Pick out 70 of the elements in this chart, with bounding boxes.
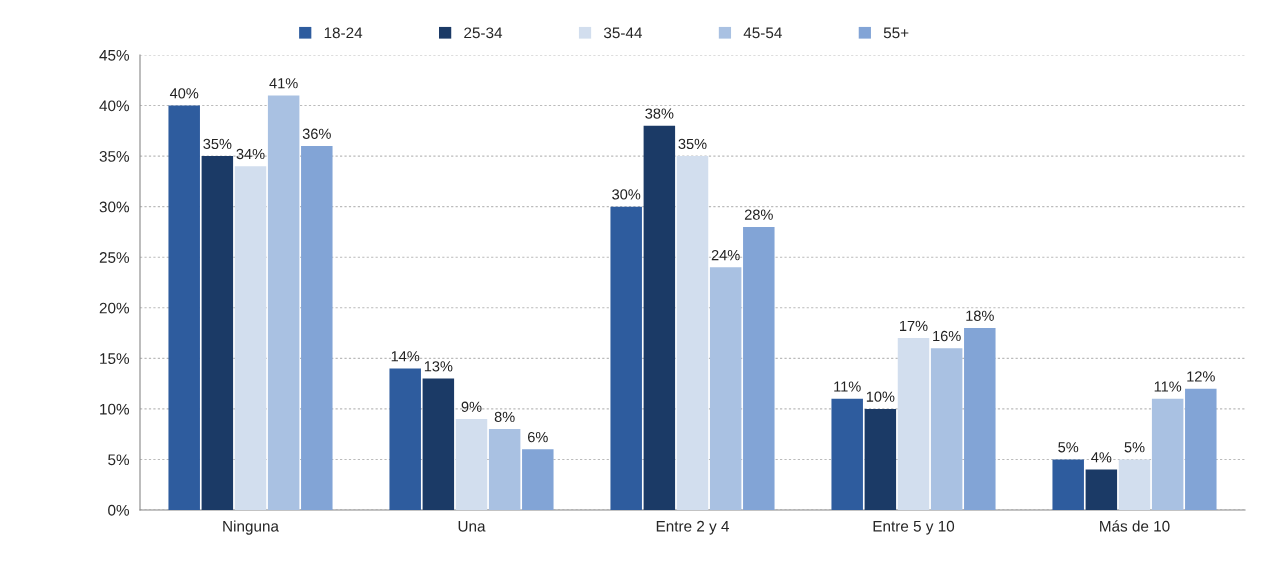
y-tick-label: 45%	[99, 49, 130, 61]
bar	[201, 156, 234, 510]
bar	[168, 105, 200, 510]
bar	[267, 95, 300, 510]
y-tick-label: 30%	[99, 201, 130, 213]
data-label: 8%	[494, 411, 515, 423]
data-label: 35%	[203, 138, 232, 150]
bar	[864, 408, 897, 510]
data-label: 16%	[933, 330, 961, 342]
bar	[234, 166, 267, 510]
y-tick-label: 20%	[99, 302, 130, 314]
data-label: 40%	[169, 88, 199, 99]
bar	[930, 348, 963, 510]
bar	[389, 368, 421, 510]
y-tick-label: 40%	[99, 100, 130, 112]
data-label: 6%	[528, 431, 548, 443]
bar	[488, 429, 521, 510]
bar	[522, 449, 554, 510]
data-label: 36%	[302, 128, 331, 139]
y-tick-label: 10%	[100, 403, 130, 415]
data-label: 5%	[1058, 442, 1079, 453]
y-tick-label: 25%	[99, 252, 130, 263]
data-label: 18%	[966, 310, 994, 321]
data-label: 14%	[391, 351, 420, 362]
y-tick-label: 0%	[108, 504, 130, 516]
bar	[610, 206, 642, 510]
legend-label: 45-54	[743, 27, 782, 39]
y-tick-label: 35%	[99, 150, 130, 162]
bar	[964, 328, 996, 510]
x-tick-label: Ninguna	[223, 520, 279, 535]
y-tick-label: 15%	[100, 353, 130, 365]
bar	[455, 419, 488, 510]
data-label: 11%	[834, 381, 861, 392]
y-tick-label: 5%	[108, 454, 130, 466]
x-tick-label: Entre 2 y 4	[656, 520, 729, 535]
legend-label: 18-24	[324, 27, 363, 39]
data-label: 35%	[678, 138, 707, 150]
x-tick-label: Entre 5 y 10	[873, 520, 955, 535]
data-label: 34%	[236, 148, 265, 160]
data-label: 30%	[612, 189, 641, 200]
data-label: 38%	[645, 108, 674, 119]
data-label: 28%	[744, 209, 773, 220]
x-tick-label: Más de 10	[1100, 520, 1170, 532]
data-label: 9%	[461, 401, 482, 412]
legend-label: 55+	[883, 27, 909, 39]
data-label: 11%	[1154, 381, 1182, 392]
data-label: 5%	[1124, 442, 1145, 453]
legend-label: 25-34	[464, 27, 503, 39]
bar	[831, 398, 863, 510]
bar	[422, 378, 455, 510]
bar	[676, 156, 709, 510]
data-label: 17%	[900, 320, 928, 331]
x-tick-label: Una	[458, 520, 486, 532]
bar	[897, 338, 930, 510]
bar	[1052, 459, 1084, 510]
bar	[1151, 398, 1184, 510]
bar	[301, 146, 333, 510]
bar	[743, 226, 775, 510]
data-label: 24%	[711, 249, 740, 261]
legend-label: 35-44	[603, 27, 642, 39]
bar	[643, 125, 676, 510]
bar	[709, 267, 742, 510]
data-label: 4%	[1091, 452, 1112, 463]
bar	[1118, 459, 1151, 510]
bar	[1085, 469, 1118, 510]
bar	[1185, 388, 1217, 510]
data-label: 10%	[866, 391, 895, 402]
data-label: 41%	[269, 78, 298, 89]
data-label: 12%	[1187, 371, 1215, 382]
data-label: 13%	[424, 361, 453, 372]
